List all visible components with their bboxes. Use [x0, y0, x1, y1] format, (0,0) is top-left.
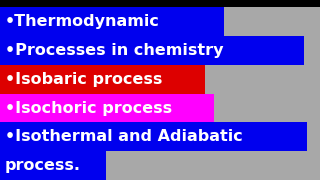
Bar [0, 36, 304, 65]
Text: •Isochoric process: •Isochoric process [5, 100, 172, 116]
Text: process.: process. [5, 158, 81, 173]
Bar [0, 122, 307, 151]
Bar [0, 94, 214, 122]
Bar [0, 7, 224, 36]
Text: •Thermodynamic: •Thermodynamic [5, 14, 160, 29]
Text: •Isothermal and Adiabatic: •Isothermal and Adiabatic [5, 129, 243, 144]
Bar [0, 0, 320, 7]
Text: •Processes in chemistry: •Processes in chemistry [5, 43, 223, 58]
Bar [0, 151, 106, 180]
Bar [0, 65, 205, 94]
Text: •Isobaric process: •Isobaric process [5, 72, 162, 87]
